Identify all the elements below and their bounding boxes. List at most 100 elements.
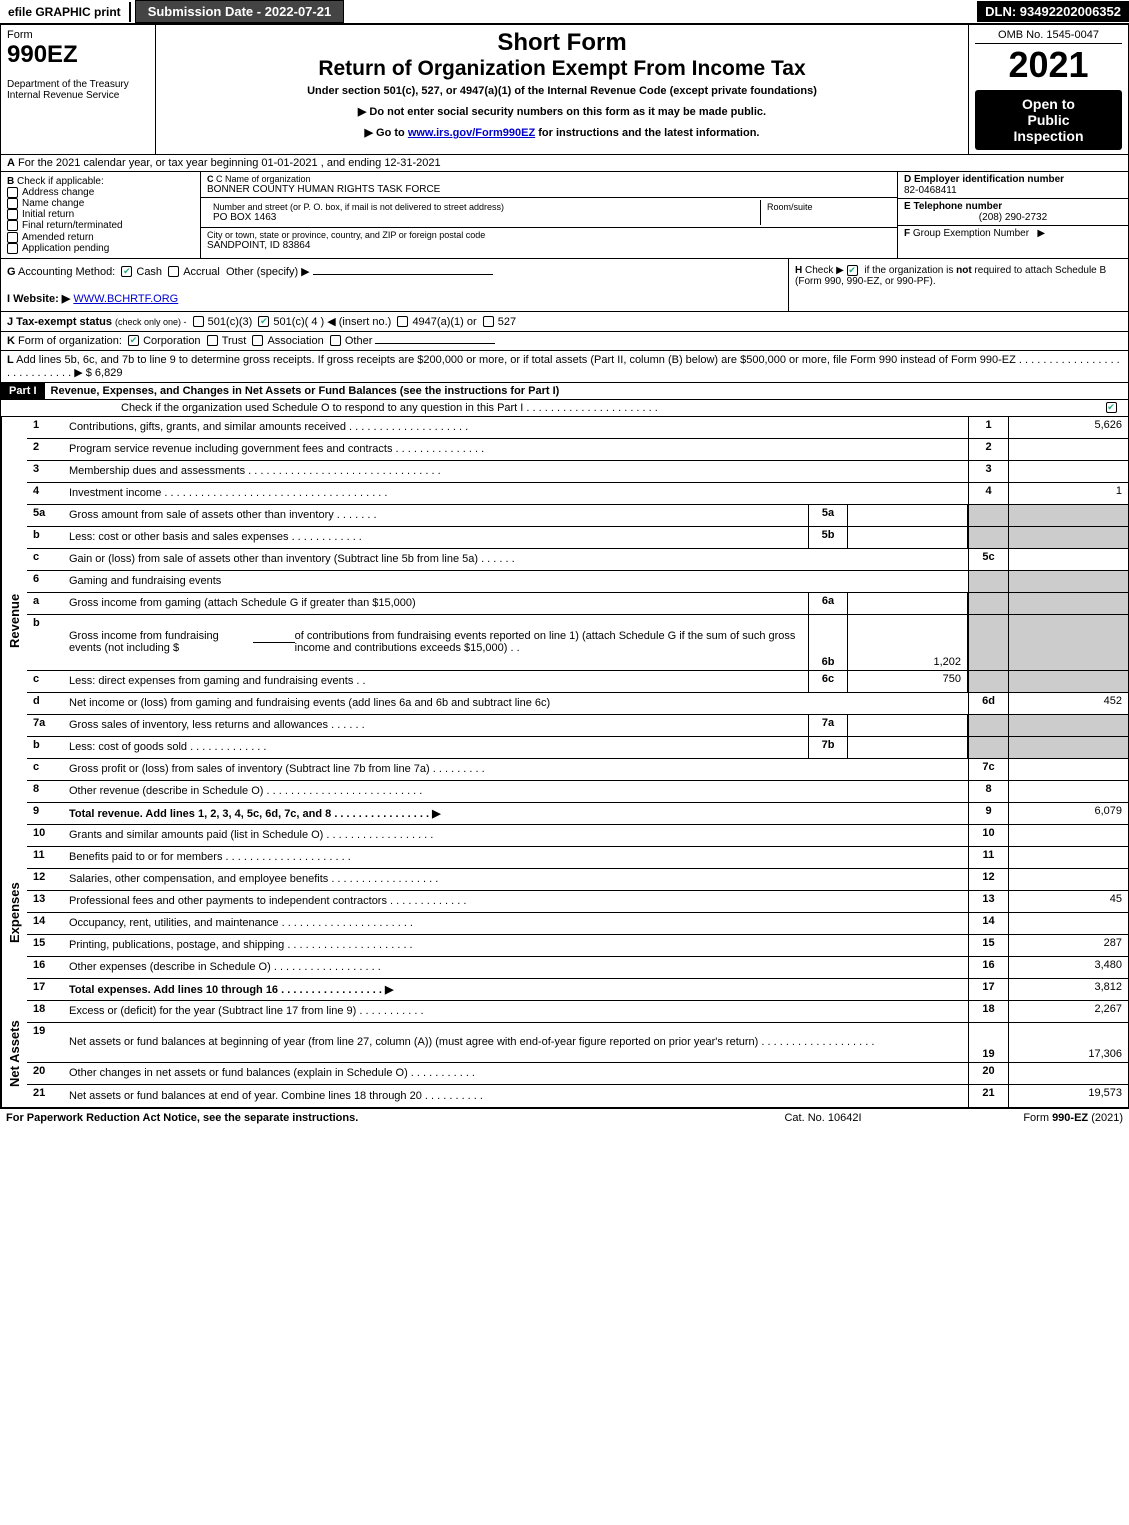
row-k: K Form of organization: Corporation Trus… (0, 332, 1129, 351)
h-not: not (956, 265, 972, 276)
ln6a-sub: 6a (808, 593, 848, 614)
col-b-head: Check if applicable: (14, 176, 104, 187)
ln11-desc: Benefits paid to or for members . . . . … (65, 847, 968, 868)
ln16-num: 16 (27, 957, 65, 978)
line-7b: bLess: cost of goods sold . . . . . . . … (27, 737, 1128, 759)
line-11: 11Benefits paid to or for members . . . … (27, 847, 1128, 869)
ln7c-desc: Gross profit or (loss) from sales of inv… (65, 759, 968, 780)
inspect2: Public (979, 112, 1118, 128)
ln6c-sub: 6c (808, 671, 848, 692)
dln: DLN: 93492202006352 (977, 1, 1129, 22)
ln5c-idx: 5c (968, 549, 1008, 570)
chk-corp[interactable] (128, 335, 139, 346)
line-6a: aGross income from gaming (attach Schedu… (27, 593, 1128, 615)
line-21: 21Net assets or fund balances at end of … (27, 1085, 1128, 1107)
f-label: F Group Exemption Number ▶ (904, 228, 1045, 239)
ln3-idx: 3 (968, 461, 1008, 482)
ln5a-idx (968, 505, 1008, 526)
line-19: 19Net assets or fund balances at beginni… (27, 1023, 1128, 1063)
ln6b-val (1008, 615, 1128, 670)
footer: For Paperwork Reduction Act Notice, see … (0, 1108, 1129, 1127)
c-name-label-text: C Name of organization (216, 174, 311, 184)
topbar: efile GRAPHIC print Submission Date - 20… (0, 0, 1129, 24)
ln5c-desc: Gain or (loss) from sale of assets other… (65, 549, 968, 570)
ln1-idx: 1 (968, 417, 1008, 438)
website-link[interactable]: WWW.BCHRTF.ORG (73, 293, 178, 305)
efile-label[interactable]: efile GRAPHIC print (0, 2, 131, 22)
chk-application-pending[interactable] (7, 243, 18, 254)
g-other-input[interactable] (313, 274, 493, 275)
ln6-desc: Gaming and fundraising events (65, 571, 968, 592)
chk-other-org[interactable] (330, 335, 341, 346)
ln7a-num: 7a (27, 715, 65, 736)
ln21-desc: Net assets or fund balances at end of ye… (65, 1085, 968, 1107)
chk-trust[interactable] (207, 335, 218, 346)
org-name: BONNER COUNTY HUMAN RIGHTS TASK FORCE (207, 184, 891, 195)
ln14-num: 14 (27, 913, 65, 934)
chk-assoc[interactable] (252, 335, 263, 346)
ln1-num: 1 (27, 417, 65, 438)
c-room-label: Room/suite (767, 202, 885, 212)
chk-4947[interactable] (397, 316, 408, 327)
row-h: H Check ▶ if the organization is not req… (788, 259, 1128, 311)
chk-501c[interactable] (258, 316, 269, 327)
chk-accrual[interactable] (168, 266, 179, 277)
ln21-val: 19,573 (1008, 1085, 1128, 1107)
chk-501c3[interactable] (193, 316, 204, 327)
ln6b-idx (968, 615, 1008, 670)
chk-schedule-o[interactable] (1106, 402, 1117, 413)
chk-address-change[interactable] (7, 187, 18, 198)
ln9-desc-text: Total revenue. Add lines 1, 2, 3, 4, 5c,… (69, 807, 441, 820)
ln13-num: 13 (27, 891, 65, 912)
expenses-lines: 10Grants and similar amounts paid (list … (27, 825, 1128, 1001)
j-sub: (check only one) - (115, 317, 187, 327)
footer-formref: Form 990-EZ (2021) (923, 1112, 1123, 1124)
b-item-2: Initial return (22, 209, 74, 220)
e-label: E Telephone number (904, 201, 1002, 212)
ln7a-sv (848, 715, 968, 736)
ln21-num: 21 (27, 1085, 65, 1107)
b-item-3: Final return/terminated (22, 221, 123, 232)
line-18: 18Excess or (deficit) for the year (Subt… (27, 1001, 1128, 1023)
ln4-num: 4 (27, 483, 65, 504)
chk-527[interactable] (483, 316, 494, 327)
k-other-input[interactable] (375, 343, 495, 344)
revenue-section: Revenue 1Contributions, gifts, grants, a… (0, 417, 1129, 825)
title-sub: Under section 501(c), 527, or 4947(a)(1)… (162, 85, 962, 97)
ln16-idx: 16 (968, 957, 1008, 978)
ln7c-num: c (27, 759, 65, 780)
row-a: A For the 2021 calendar year, or tax yea… (0, 155, 1129, 172)
col-def: D Employer identification number 82-0468… (898, 172, 1128, 258)
ln19-num: 19 (27, 1023, 65, 1062)
title-note2: ▶ Go to www.irs.gov/Form990EZ for instru… (162, 126, 962, 139)
line-1: 1Contributions, gifts, grants, and simil… (27, 417, 1128, 439)
k-o1: Corporation (143, 335, 200, 347)
chk-initial-return[interactable] (7, 209, 18, 220)
line-6c: cLess: direct expenses from gaming and f… (27, 671, 1128, 693)
chk-schedule-b[interactable] (847, 265, 858, 276)
chk-name-change[interactable] (7, 198, 18, 209)
ln10-desc: Grants and similar amounts paid (list in… (65, 825, 968, 846)
ln6b-blank[interactable] (253, 642, 295, 643)
ln14-val (1008, 913, 1128, 934)
inspect1: Open to (979, 96, 1118, 112)
j-o3: 4947(a)(1) or (412, 316, 476, 328)
c-city-label: City or town, state or province, country… (207, 230, 891, 240)
ln17-num: 17 (27, 979, 65, 1000)
irs-link[interactable]: www.irs.gov/Form990EZ (408, 127, 535, 139)
ln7b-num: b (27, 737, 65, 758)
row-a-text: For the 2021 calendar year, or tax year … (15, 157, 441, 169)
ln10-num: 10 (27, 825, 65, 846)
form-header: Form 990EZ Department of the Treasury In… (0, 24, 1129, 155)
chk-amended-return[interactable] (7, 232, 18, 243)
ln2-idx: 2 (968, 439, 1008, 460)
netassets-section: Net Assets 18Excess or (deficit) for the… (0, 1001, 1129, 1108)
chk-final-return[interactable] (7, 220, 18, 231)
chk-cash[interactable] (121, 266, 132, 277)
ln8-val (1008, 781, 1128, 802)
j-o2: 501(c)( 4 ) ◀ (insert no.) (273, 316, 391, 328)
ln13-val: 45 (1008, 891, 1128, 912)
b-item-0: Address change (22, 187, 94, 198)
part1-label: Part I (1, 383, 45, 399)
ln20-val (1008, 1063, 1128, 1084)
